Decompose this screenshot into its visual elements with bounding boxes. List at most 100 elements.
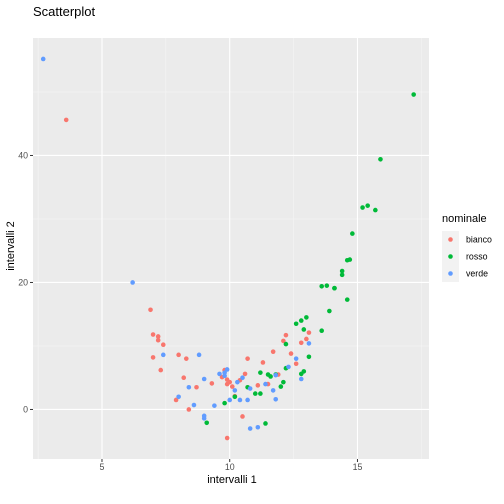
data-point-verde bbox=[201, 413, 207, 419]
data-point-verde bbox=[298, 376, 304, 382]
data-point-rosso bbox=[344, 257, 350, 263]
data-point-rosso bbox=[319, 283, 324, 289]
data-point-rosso bbox=[283, 341, 289, 347]
data-point-verde bbox=[286, 364, 291, 370]
data-point-bianco bbox=[148, 307, 153, 313]
data-point-rosso bbox=[306, 354, 312, 360]
data-point-verde bbox=[273, 372, 279, 378]
data-point-bianco bbox=[306, 330, 312, 335]
data-point-verde bbox=[293, 356, 299, 361]
data-point-bianco bbox=[181, 375, 187, 381]
data-point-bianco bbox=[293, 361, 299, 367]
y-tick-label: 40 bbox=[18, 150, 28, 160]
panel-background bbox=[33, 38, 429, 459]
data-point-bianco bbox=[63, 117, 69, 123]
x-axis-title: intervalli 1 bbox=[207, 474, 257, 486]
data-point-verde bbox=[235, 379, 240, 385]
data-point-rosso bbox=[360, 205, 365, 210]
data-point-rosso bbox=[232, 394, 238, 400]
data-point-verde bbox=[273, 397, 279, 402]
data-point-rosso bbox=[258, 391, 263, 396]
x-tick-label: 15 bbox=[353, 462, 363, 472]
data-point-bianco bbox=[260, 360, 266, 365]
data-point-rosso bbox=[258, 370, 263, 375]
data-point-rosso bbox=[298, 318, 304, 323]
y-tick-label: 20 bbox=[18, 277, 28, 287]
data-point-verde bbox=[222, 373, 227, 379]
data-point-bianco bbox=[288, 351, 294, 356]
data-point-bianco bbox=[150, 355, 156, 360]
chart-title: Scatterplot bbox=[33, 4, 96, 19]
data-point-bianco bbox=[240, 414, 245, 419]
data-point-verde bbox=[247, 386, 253, 391]
data-point-verde bbox=[263, 381, 268, 387]
data-point-verde bbox=[176, 394, 181, 400]
y-axis-title: intervalli 2 bbox=[5, 221, 17, 271]
legend-swatch-verde bbox=[448, 271, 453, 276]
data-point-bianco bbox=[160, 342, 166, 348]
data-point-verde bbox=[240, 375, 245, 381]
data-point-rosso bbox=[301, 327, 307, 332]
data-point-bianco bbox=[270, 349, 276, 354]
x-tick-label: 5 bbox=[100, 462, 105, 472]
data-point-rosso bbox=[365, 203, 370, 208]
legend-label-bianco: bianco bbox=[466, 235, 492, 245]
data-point-verde bbox=[224, 367, 230, 372]
data-point-bianco bbox=[209, 381, 215, 386]
data-point-bianco bbox=[229, 384, 235, 389]
data-point-rosso bbox=[350, 231, 355, 236]
data-point-rosso bbox=[411, 92, 416, 97]
data-point-rosso bbox=[293, 321, 299, 327]
plot-panel bbox=[33, 38, 429, 459]
data-point-verde bbox=[196, 352, 202, 358]
data-point-bianco bbox=[242, 371, 248, 377]
data-point-verde bbox=[306, 341, 312, 346]
data-point-verde bbox=[255, 424, 261, 430]
data-point-rosso bbox=[268, 374, 273, 379]
data-point-verde bbox=[201, 376, 207, 382]
data-point-verde bbox=[245, 397, 250, 403]
data-point-bianco bbox=[173, 397, 179, 403]
data-point-verde bbox=[191, 402, 197, 408]
data-point-bianco bbox=[255, 383, 261, 388]
data-point-rosso bbox=[373, 207, 378, 213]
data-point-bianco bbox=[304, 336, 309, 342]
data-point-verde bbox=[130, 280, 135, 285]
data-point-bianco bbox=[224, 435, 230, 441]
data-point-rosso bbox=[378, 156, 383, 162]
data-point-bianco bbox=[283, 332, 289, 338]
data-point-verde bbox=[270, 388, 276, 393]
data-point-bianco bbox=[245, 356, 250, 361]
data-point-bianco bbox=[183, 356, 189, 361]
legend-label-verde: verde bbox=[466, 269, 488, 279]
data-point-bianco bbox=[155, 334, 161, 339]
data-point-rosso bbox=[344, 297, 350, 302]
data-point-bianco bbox=[194, 384, 199, 390]
data-point-bianco bbox=[155, 337, 161, 343]
data-point-rosso bbox=[304, 315, 309, 320]
data-point-verde bbox=[222, 370, 227, 375]
data-point-bianco bbox=[227, 379, 233, 385]
data-point-rosso bbox=[339, 272, 345, 278]
data-point-verde bbox=[40, 56, 46, 62]
data-point-verde bbox=[212, 403, 217, 408]
data-point-rosso bbox=[278, 384, 284, 389]
data-point-bianco bbox=[298, 340, 304, 346]
data-point-verde bbox=[237, 397, 243, 403]
data-point-verde bbox=[247, 426, 253, 431]
data-point-verde bbox=[160, 352, 166, 358]
data-point-rosso bbox=[327, 308, 332, 314]
data-point-bianco bbox=[281, 338, 286, 344]
data-point-verde bbox=[232, 388, 238, 393]
data-point-rosso bbox=[332, 285, 337, 291]
data-point-rosso bbox=[222, 400, 227, 406]
data-point-rosso bbox=[263, 421, 268, 426]
legend: nominale bianco rosso verde bbox=[442, 213, 492, 282]
legend-swatch-rosso bbox=[448, 254, 453, 259]
legend-label-rosso: rosso bbox=[466, 252, 488, 262]
data-point-rosso bbox=[204, 420, 210, 426]
data-point-rosso bbox=[319, 328, 324, 334]
axes: 5 10 15 0 20 40 bbox=[18, 150, 362, 472]
data-point-rosso bbox=[252, 391, 258, 396]
x-tick-label: 10 bbox=[225, 462, 235, 472]
